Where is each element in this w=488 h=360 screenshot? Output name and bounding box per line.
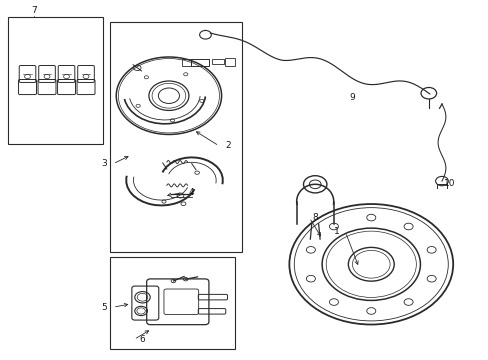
Text: 3: 3 [101, 159, 107, 168]
Bar [212, 59, 223, 64]
Bar [181, 59, 191, 66]
Text: 9: 9 [348, 93, 354, 102]
Text: 6: 6 [140, 335, 145, 344]
Text: 2: 2 [224, 141, 230, 150]
Text: 8: 8 [312, 213, 317, 222]
Text: 7: 7 [31, 6, 37, 15]
Text: 10: 10 [443, 179, 454, 188]
Bar [110, 257, 234, 348]
Bar [191, 59, 209, 66]
Bar [225, 58, 234, 66]
Text: 5: 5 [101, 303, 107, 312]
Text: 4: 4 [188, 188, 194, 197]
Bar [110, 22, 242, 252]
Text: 1: 1 [333, 228, 339, 237]
Bar [8, 17, 103, 144]
